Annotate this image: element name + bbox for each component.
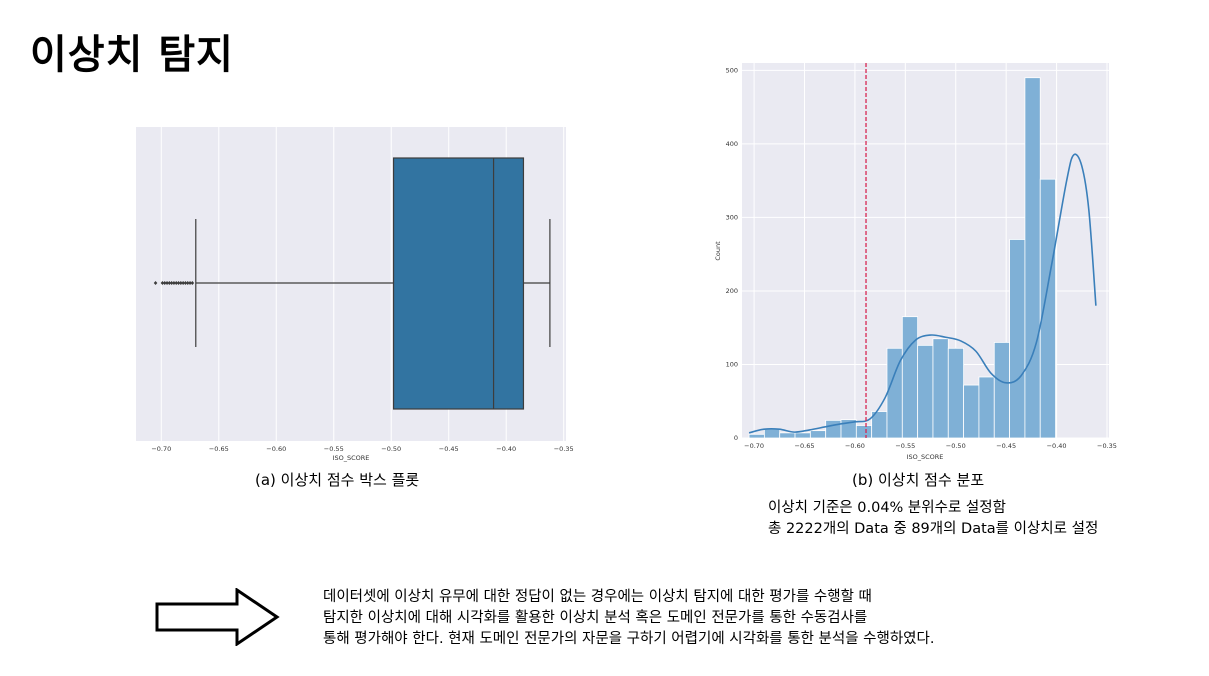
boxplot-caption: (a) 이상치 점수 박스 플롯 xyxy=(255,471,420,489)
histogram-bar xyxy=(917,344,934,439)
kde-line xyxy=(748,153,1097,434)
x-axis-label: ISO_SCORE xyxy=(333,454,370,462)
summary-text: 데이터셋에 이상치 유무에 대한 정답이 없는 경우에는 이상치 탐지에 대한 … xyxy=(323,587,934,650)
right-arrow-icon xyxy=(155,588,280,646)
y-axis-label: Count xyxy=(714,241,722,261)
histogram-bar xyxy=(1039,178,1056,439)
outlier-point xyxy=(172,281,176,285)
x-tick-label: −0.65 xyxy=(209,445,229,453)
outlier-point xyxy=(165,281,169,285)
histogram-bar xyxy=(779,432,796,439)
summary-line: 데이터셋에 이상치 유무에 대한 정답이 없는 경우에는 이상치 탐지에 대한 … xyxy=(323,589,872,605)
outlier-point xyxy=(185,281,190,285)
outlier-point xyxy=(183,281,188,285)
histogram-bar xyxy=(993,342,1010,439)
y-tick-label: 200 xyxy=(726,287,738,295)
x-tick-label: −0.65 xyxy=(795,442,815,450)
outlier-point xyxy=(160,281,165,285)
threshold-note: 이상치 기준은 0.04% 분위수로 설정함 총 2222개의 Data 중 8… xyxy=(768,498,1098,540)
histogram-bar xyxy=(947,347,965,439)
x-tick-label: −0.55 xyxy=(324,445,344,453)
histogram-bar xyxy=(763,428,781,439)
box-plot-chart: −0.70 −0.65 −0.60 −0.55 −0.50 −0.45 −0.40 −0.35… xyxy=(136,127,574,462)
histogram-bar xyxy=(1024,77,1041,439)
histogram-bar xyxy=(978,376,995,439)
outlier-point xyxy=(181,281,185,285)
outlier-point xyxy=(179,281,183,285)
y-tick-label: 500 xyxy=(726,66,738,74)
histogram-caption: (b) 이상치 점수 분포 xyxy=(852,471,985,489)
x-tick-label: −0.50 xyxy=(946,442,966,450)
x-tick-label: −0.70 xyxy=(151,445,171,453)
page-title: 이상치 탐지 xyxy=(30,32,234,78)
y-tick-label: 100 xyxy=(726,360,738,368)
y-tick-label: 300 xyxy=(726,213,738,221)
iqr-box xyxy=(392,157,525,410)
x-tick-label: −0.35 xyxy=(554,445,574,453)
note-line: 총 2222개의 Data 중 89개의 Data를 이상치로 설정 xyxy=(768,521,1099,537)
note-line: 이상치 기준은 0.04% 분위수로 설정함 xyxy=(768,500,1006,516)
summary-line: 탐지한 이상치에 대해 시각화를 활용한 이상치 분석 혹은 도메인 전문가를 … xyxy=(323,610,868,626)
x-tick-label: −0.55 xyxy=(895,442,915,450)
y-tick-label: 0 xyxy=(734,434,738,442)
histogram-bar xyxy=(809,430,827,439)
histogram-bar xyxy=(794,432,811,439)
x-tick-label: −0.70 xyxy=(744,442,764,450)
histogram-bar xyxy=(825,419,842,439)
histogram-bar xyxy=(855,425,873,439)
x-tick-label: −0.40 xyxy=(1047,442,1067,450)
x-tick-label: −0.35 xyxy=(1097,442,1117,450)
x-tick-label: −0.45 xyxy=(439,445,459,453)
x-tick-label: −0.60 xyxy=(266,445,286,453)
x-tick-label: −0.45 xyxy=(996,442,1016,450)
histogram-chart: −0.70 −0.65 −0.60 −0.55 −0.50 −0.45 −0.40 −0.35… xyxy=(714,63,1117,461)
x-tick-label: −0.50 xyxy=(381,445,401,453)
histogram-bar xyxy=(932,338,949,439)
histogram-bar xyxy=(901,316,919,439)
x-tick-label: −0.60 xyxy=(845,442,865,450)
histogram-bar xyxy=(748,433,765,439)
x-tick-label: −0.40 xyxy=(496,445,516,453)
histogram-bar xyxy=(963,384,980,439)
histogram-bar xyxy=(1009,239,1026,439)
outlier-point xyxy=(162,281,167,285)
y-tick-label: 400 xyxy=(726,140,738,148)
x-axis-label: ISO_SCORE xyxy=(907,453,944,461)
summary-line: 통해 평가해야 한다. 현재 도메인 전문가의 자문을 구하기 어렵기에 시각화… xyxy=(323,631,935,647)
